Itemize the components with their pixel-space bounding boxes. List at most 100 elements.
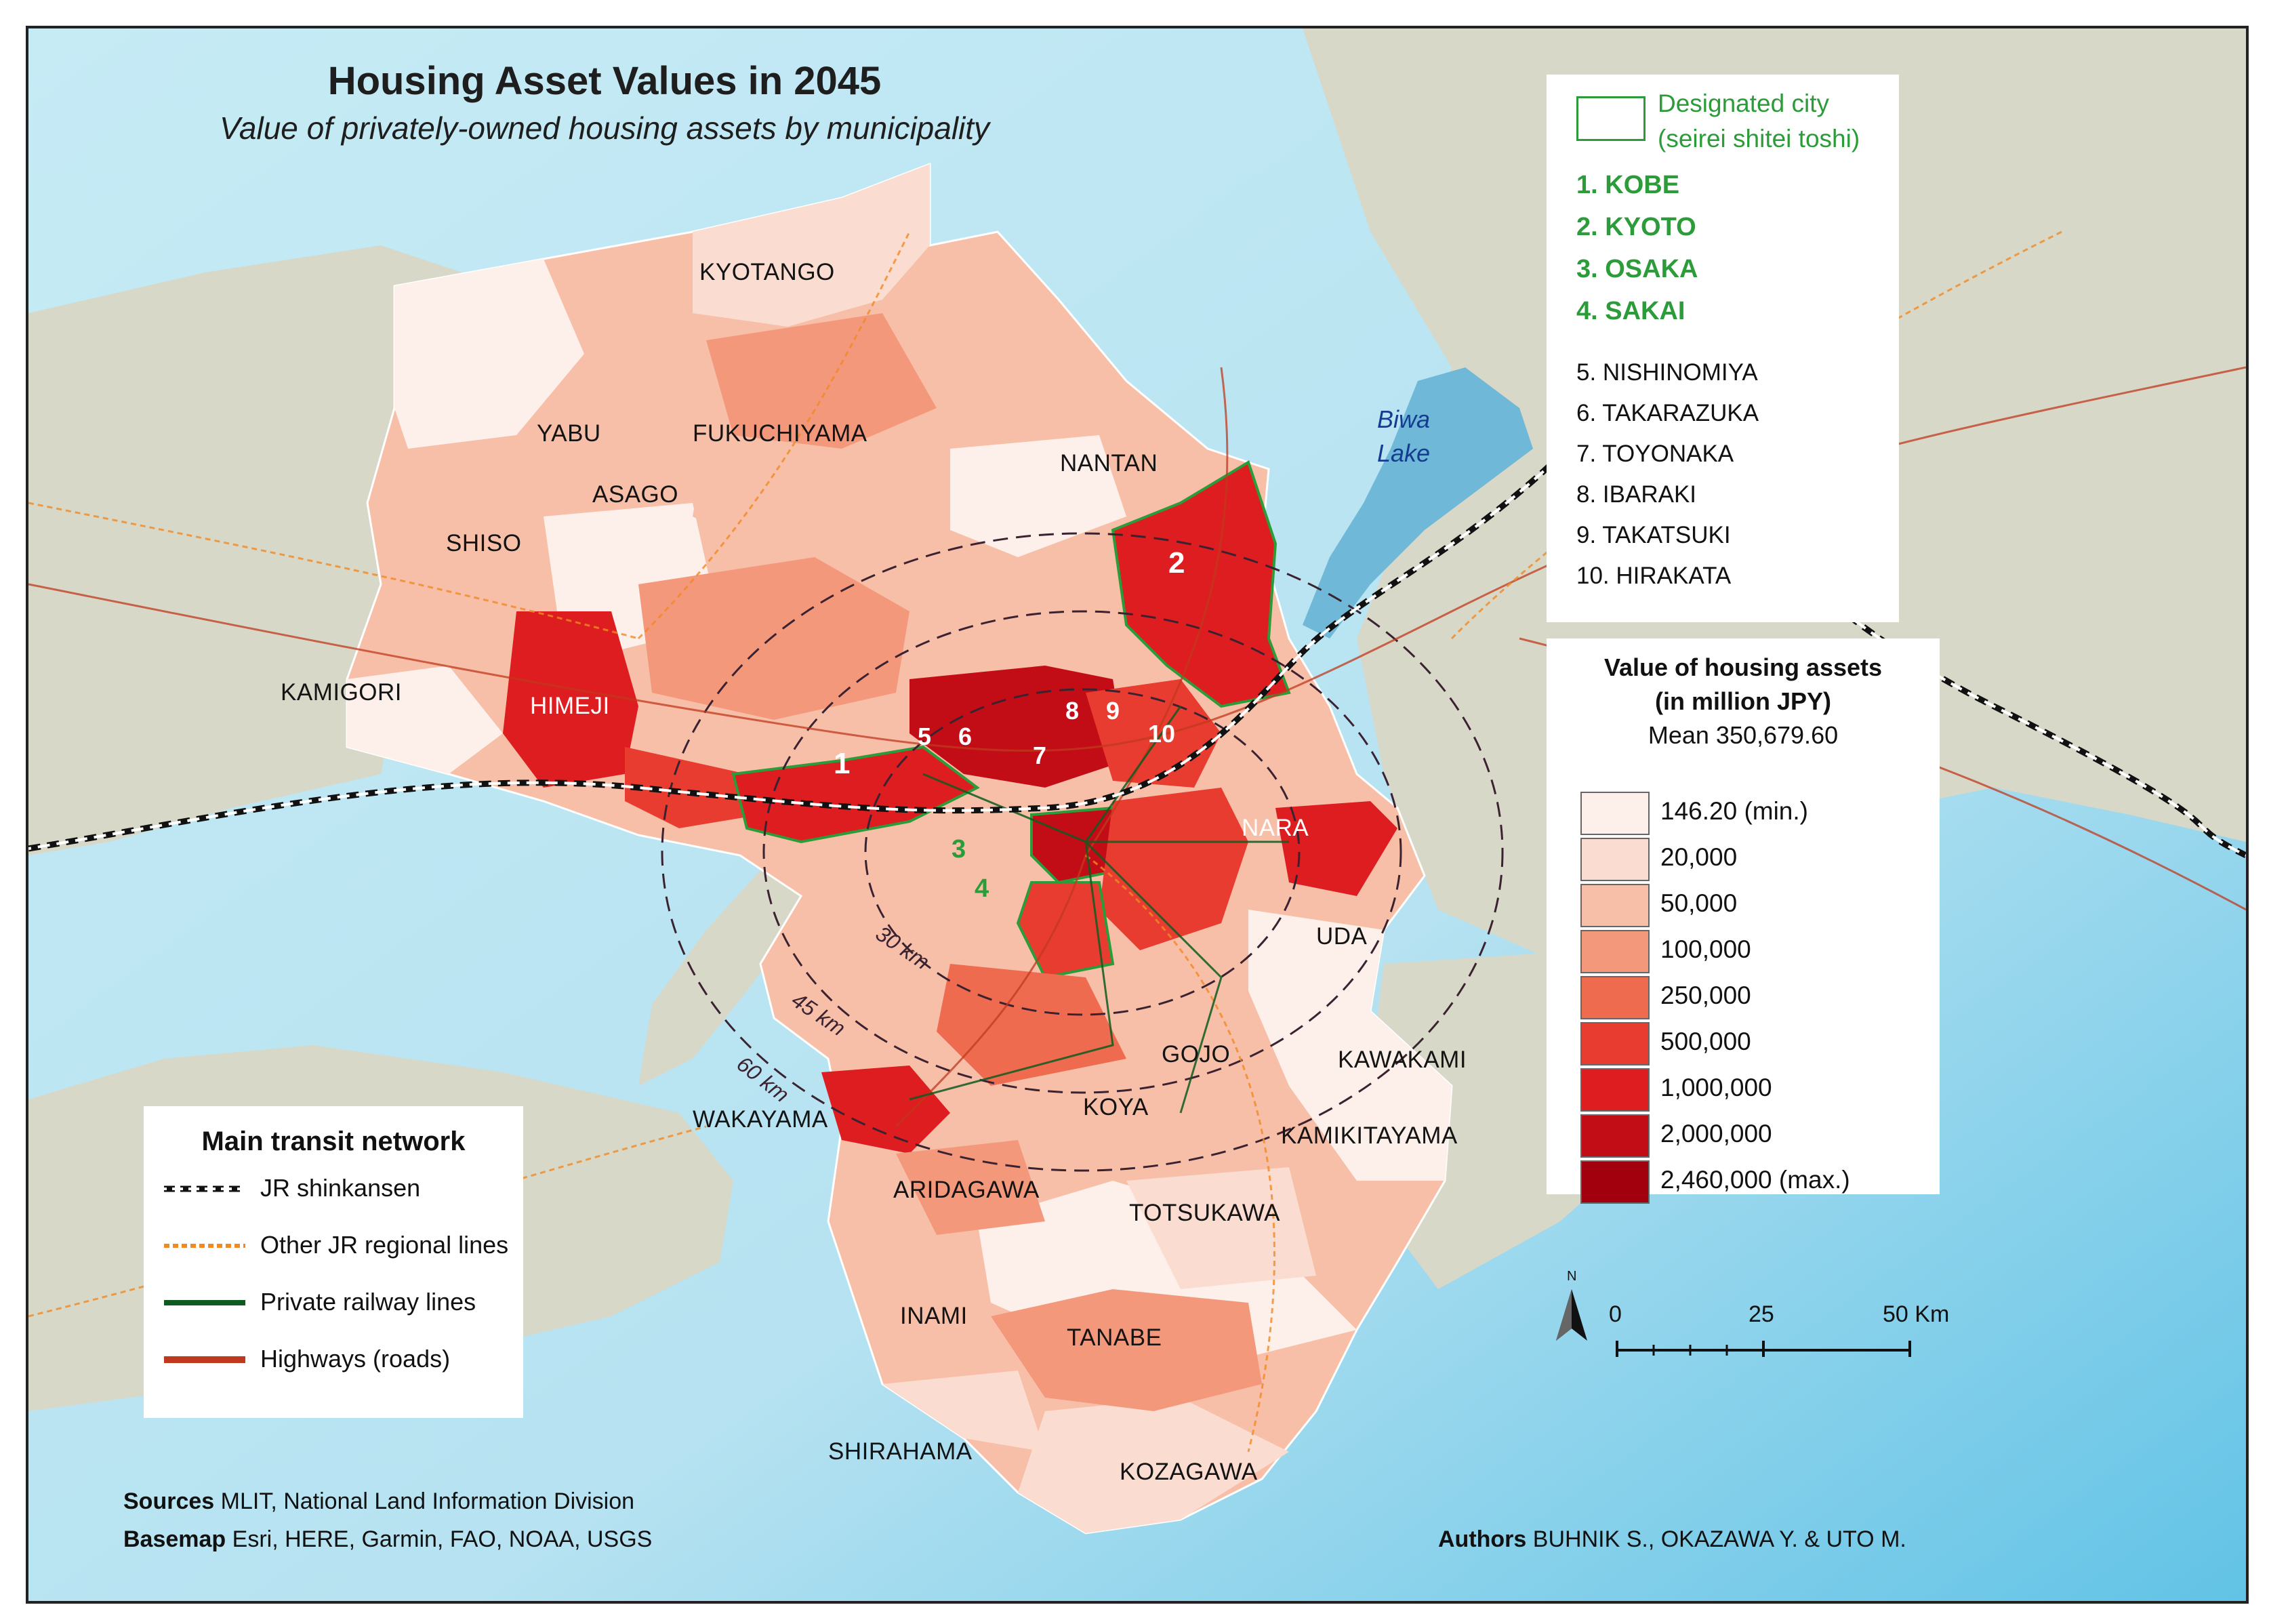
transit-legend-label: Highways (roads) bbox=[260, 1345, 451, 1373]
legend-class-label: 146.20 (min.) bbox=[1660, 797, 1808, 825]
muni-totsukawa bbox=[1126, 1167, 1316, 1289]
place-label-shirahama: SHIRAHAMA bbox=[828, 1438, 973, 1465]
designated-city-item: 4. SAKAI bbox=[1576, 297, 1685, 325]
legend-swatch bbox=[1580, 792, 1650, 835]
private-railway-network bbox=[909, 706, 1289, 1114]
other-city-item: 7. TOYONAKA bbox=[1576, 441, 1734, 467]
other-city-item: 8. IBARAKI bbox=[1576, 481, 1697, 508]
muni-east-osaka bbox=[1099, 788, 1248, 950]
muni-fukuchiyama bbox=[693, 435, 896, 557]
muni-nantan bbox=[950, 435, 1126, 557]
awaji-island bbox=[638, 828, 842, 1086]
muni-kyoto bbox=[1111, 460, 1291, 708]
city-number-6: 6 bbox=[958, 723, 973, 750]
designated-city-header-1: Designated city bbox=[1658, 89, 1829, 117]
jr-regional-line-icon bbox=[164, 1244, 245, 1248]
basemap-label: Basemap bbox=[123, 1526, 226, 1552]
designated-city-swatch bbox=[1576, 96, 1645, 141]
scale-tick-25: 25 bbox=[1749, 1301, 1774, 1327]
place-label-kamigori: KAMIGORI bbox=[281, 679, 403, 706]
biwa-lake bbox=[1303, 367, 1533, 638]
other-city-item: 5. NISHINOMIYA bbox=[1576, 359, 1758, 386]
map-title: Housing Asset Values in 2045 bbox=[327, 59, 882, 103]
transit-legend-label: Private railway lines bbox=[260, 1288, 476, 1316]
muni-coast-west bbox=[625, 747, 760, 828]
north-label: N bbox=[1567, 1269, 1577, 1284]
lake-label-line2: Lake bbox=[1377, 439, 1431, 467]
sources-text: MLIT, National Land Information Division bbox=[220, 1488, 635, 1514]
muni-inland-west bbox=[638, 557, 909, 720]
muni-wakayama bbox=[821, 1065, 950, 1154]
transit-legend-label: JR shinkansen bbox=[260, 1174, 421, 1202]
city-number-3: 3 bbox=[952, 835, 966, 864]
legend-swatch bbox=[1580, 1114, 1650, 1158]
designated-city-header-2: (seirei shitei toshi) bbox=[1658, 125, 1860, 153]
authors-line: Authors BUHNIK S., OKAZAWA Y. & UTO M. bbox=[1438, 1526, 1906, 1553]
legend-class-label: 20,000 bbox=[1660, 843, 1738, 871]
shinkansen-line-icon bbox=[164, 1185, 245, 1192]
ring-30km bbox=[864, 688, 1301, 1016]
transit-legend-label: Other JR regional lines bbox=[260, 1231, 509, 1259]
muni-himeji bbox=[503, 611, 638, 788]
place-label-shiso: SHISO bbox=[446, 530, 522, 556]
value-legend-title-2: (in million JPY) bbox=[1654, 687, 1831, 715]
basemap-line: Basemap Esri, HERE, Garmin, FAO, NOAA, U… bbox=[123, 1526, 652, 1553]
north-arrow-icon bbox=[1556, 1289, 1587, 1341]
legend-swatch bbox=[1580, 1068, 1650, 1112]
muni-inland-north bbox=[706, 313, 937, 449]
city-number-5: 5 bbox=[918, 723, 932, 750]
muni-nara bbox=[1275, 801, 1397, 896]
transit-legend-panel: Main transit network JR shinkansen Other… bbox=[144, 1106, 523, 1418]
ring-45km bbox=[762, 610, 1402, 1094]
place-label-kozagawa: KOZAGAWA bbox=[1120, 1459, 1258, 1485]
place-label-tanabe: TANABE bbox=[1067, 1324, 1162, 1351]
muni-shirahama bbox=[882, 1371, 1045, 1452]
lake-label-line1: Biwa bbox=[1377, 405, 1431, 433]
city-list-panel: Designated city (seirei shitei toshi) 1.… bbox=[1547, 75, 1899, 622]
muni-aridagawa bbox=[896, 1140, 1045, 1235]
city-number-9: 9 bbox=[1106, 697, 1120, 725]
city-number-2: 2 bbox=[1168, 546, 1185, 580]
muni-kozagawa bbox=[1018, 1398, 1289, 1533]
place-label-inami: INAMI bbox=[900, 1303, 968, 1329]
legend-swatch bbox=[1580, 1160, 1650, 1204]
place-label-kyotango: KYOTANGO bbox=[699, 259, 835, 285]
legend-class-label: 50,000 bbox=[1660, 889, 1738, 917]
place-label-wakayama: WAKAYAMA bbox=[693, 1106, 828, 1133]
place-label-koya: KOYA bbox=[1083, 1094, 1149, 1120]
legend-swatch bbox=[1580, 838, 1650, 881]
legend-class-label: 500,000 bbox=[1660, 1028, 1751, 1055]
designated-city-item: 3. OSAKA bbox=[1576, 255, 1698, 283]
sources-label: Sources bbox=[123, 1488, 215, 1514]
muni-hanshin bbox=[909, 666, 1126, 788]
highway-line-icon bbox=[164, 1356, 245, 1363]
city-number-4: 4 bbox=[975, 874, 989, 903]
other-city-item: 9. TAKATSUKI bbox=[1576, 522, 1731, 548]
place-label-totsukawa: TOTSUKAWA bbox=[1129, 1200, 1280, 1226]
place-label-aridagawa: ARIDAGAWA bbox=[893, 1177, 1040, 1203]
place-label-himeji: HIMEJI bbox=[530, 693, 610, 719]
legend-swatch bbox=[1580, 976, 1650, 1019]
place-label-kawakami: KAWAKAMI bbox=[1338, 1047, 1467, 1073]
place-label-yabu: YABU bbox=[537, 420, 601, 447]
value-legend-mean: Mean 350,679.60 bbox=[1648, 721, 1839, 749]
legend-class-label: 100,000 bbox=[1660, 935, 1751, 963]
scale-tick-50: 50 Km bbox=[1883, 1301, 1950, 1327]
scale-bar bbox=[1616, 1341, 1911, 1357]
shinkansen-line-fill bbox=[28, 437, 2246, 857]
distance-rings bbox=[661, 532, 1504, 1172]
value-legend-panel: Value of housing assets (in million JPY)… bbox=[1547, 638, 1940, 1204]
city-number-7: 7 bbox=[1033, 742, 1047, 769]
legend-class-label: 2,000,000 bbox=[1660, 1120, 1772, 1148]
muni-kobe bbox=[731, 745, 980, 844]
place-label-gojo: GOJO bbox=[1162, 1041, 1231, 1068]
jr-regional-network bbox=[28, 230, 2062, 1453]
muni-south-light-2 bbox=[1248, 910, 1452, 1181]
city-number-8: 8 bbox=[1065, 697, 1080, 725]
legend-class-label: 1,000,000 bbox=[1660, 1074, 1772, 1101]
legend-class-label: 250,000 bbox=[1660, 981, 1751, 1009]
basemap-text: Esri, HERE, Garmin, FAO, NOAA, USGS bbox=[232, 1526, 653, 1552]
legend-swatch bbox=[1580, 884, 1650, 927]
ring-60km bbox=[661, 532, 1504, 1172]
designated-city-item: 1. KOBE bbox=[1576, 171, 1680, 199]
